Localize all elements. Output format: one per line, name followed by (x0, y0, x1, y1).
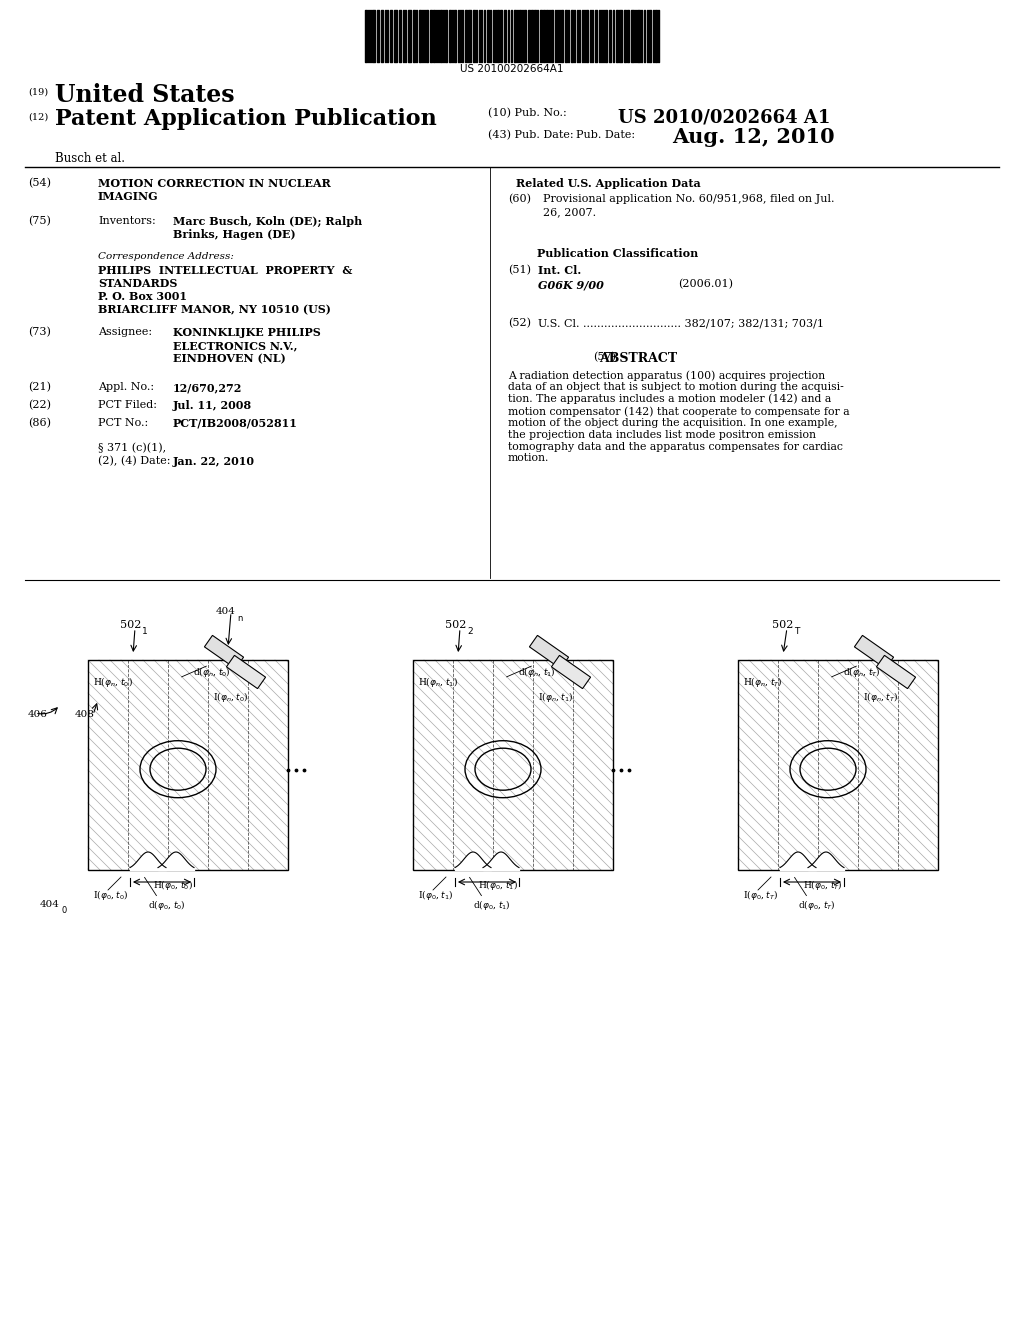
Text: A radiation detection apparatus (100) acquires projection
data of an object that: A radiation detection apparatus (100) ac… (508, 370, 850, 463)
Polygon shape (226, 655, 265, 689)
Text: (73): (73) (28, 327, 51, 338)
Text: H($\varphi_n$, $t_T$): H($\varphi_n$, $t_T$) (743, 675, 782, 689)
Text: Int. Cl.: Int. Cl. (538, 265, 582, 276)
Text: PHILIPS  INTELLECTUAL  PROPERTY  &: PHILIPS INTELLECTUAL PROPERTY & (98, 265, 352, 276)
Text: (22): (22) (28, 400, 51, 411)
Text: Aug. 12, 2010: Aug. 12, 2010 (672, 127, 835, 147)
Text: ABSTRACT: ABSTRACT (599, 352, 677, 366)
Text: (2006.01): (2006.01) (678, 279, 733, 289)
Text: Provisional application No. 60/951,968, filed on Jul.: Provisional application No. 60/951,968, … (543, 194, 835, 205)
Polygon shape (205, 635, 244, 669)
Text: I($\varphi_n$, $t_T$): I($\varphi_n$, $t_T$) (863, 690, 898, 704)
Text: (21): (21) (28, 381, 51, 392)
Text: (75): (75) (28, 216, 51, 226)
Text: Related U.S. Application Data: Related U.S. Application Data (516, 178, 700, 189)
Text: (10) Pub. No.:: (10) Pub. No.: (488, 108, 566, 119)
Text: H($\varphi_0$, $t_1$): H($\varphi_0$, $t_1$) (478, 878, 518, 892)
Text: T: T (794, 627, 800, 636)
Text: BRIARCLIFF MANOR, NY 10510 (US): BRIARCLIFF MANOR, NY 10510 (US) (98, 304, 331, 315)
Bar (88, 660, 288, 870)
Text: United States: United States (55, 83, 234, 107)
Text: 502: 502 (120, 620, 141, 630)
Text: (52): (52) (508, 318, 531, 329)
Text: PCT No.:: PCT No.: (98, 418, 148, 428)
Text: PCT Filed:: PCT Filed: (98, 400, 157, 411)
Text: Pub. Date:: Pub. Date: (575, 129, 635, 140)
Text: d($\varphi_0$, $t_T$): d($\varphi_0$, $t_T$) (798, 898, 836, 912)
Text: (2), (4) Date:: (2), (4) Date: (98, 455, 171, 466)
Polygon shape (551, 655, 591, 689)
Text: Jan. 22, 2010: Jan. 22, 2010 (173, 455, 255, 467)
Text: H($\varphi_0$, $t_0$): H($\varphi_0$, $t_0$) (153, 878, 193, 892)
Text: US 2010/0202664 A1: US 2010/0202664 A1 (618, 108, 830, 125)
Text: 1: 1 (142, 627, 147, 636)
Text: PCT/IB2008/052811: PCT/IB2008/052811 (173, 418, 298, 429)
Text: Assignee:: Assignee: (98, 327, 153, 337)
Text: (51): (51) (508, 265, 531, 276)
Text: d($\varphi_0$, $t_0$): d($\varphi_0$, $t_0$) (148, 898, 185, 912)
Text: H($\varphi_0$, $t_T$): H($\varphi_0$, $t_T$) (803, 878, 843, 892)
Bar (738, 660, 938, 870)
Text: Appl. No.:: Appl. No.: (98, 381, 155, 392)
Text: 2: 2 (467, 627, 473, 636)
Text: 404: 404 (40, 900, 59, 909)
Text: KONINKLIJKE PHILIPS: KONINKLIJKE PHILIPS (173, 327, 321, 338)
Text: I($\varphi_n$, $t_1$): I($\varphi_n$, $t_1$) (538, 690, 573, 704)
Polygon shape (877, 655, 915, 689)
Text: d($\varphi_n$, $t_T$): d($\varphi_n$, $t_T$) (843, 665, 881, 678)
Text: U.S. Cl. ............................ 382/107; 382/131; 703/1: U.S. Cl. ............................ 38… (538, 318, 824, 327)
Text: (57): (57) (593, 352, 615, 362)
Text: 406: 406 (28, 710, 48, 719)
Text: G06K 9/00: G06K 9/00 (538, 279, 604, 290)
Text: (12): (12) (28, 114, 48, 121)
Text: P. O. Box 3001: P. O. Box 3001 (98, 290, 187, 302)
Text: (19): (19) (28, 88, 48, 96)
Text: H($\varphi_n$, $t_0$): H($\varphi_n$, $t_0$) (93, 675, 133, 689)
Polygon shape (854, 635, 894, 669)
Text: MOTION CORRECTION IN NUCLEAR: MOTION CORRECTION IN NUCLEAR (98, 178, 331, 189)
Text: d($\varphi_0$, $t_1$): d($\varphi_0$, $t_1$) (473, 898, 511, 912)
Text: IMAGING: IMAGING (98, 191, 159, 202)
Text: H($\varphi_n$, $t_1$): H($\varphi_n$, $t_1$) (418, 675, 458, 689)
Text: ELECTRONICS N.V.,: ELECTRONICS N.V., (173, 341, 298, 351)
Text: 404: 404 (216, 607, 236, 616)
Text: 12/670,272: 12/670,272 (173, 381, 243, 393)
Text: (54): (54) (28, 178, 51, 189)
Polygon shape (529, 635, 568, 669)
Text: I($\varphi_n$, $t_0$): I($\varphi_n$, $t_0$) (213, 690, 249, 704)
Text: Inventors:: Inventors: (98, 216, 156, 226)
Text: (43) Pub. Date:: (43) Pub. Date: (488, 129, 573, 140)
Text: Publication Classification: Publication Classification (538, 248, 698, 259)
Text: 502: 502 (772, 620, 794, 630)
Text: Brinks, Hagen (DE): Brinks, Hagen (DE) (173, 228, 296, 240)
Text: d($\varphi_n$, $t_0$): d($\varphi_n$, $t_0$) (193, 665, 230, 678)
Text: (60): (60) (508, 194, 531, 205)
Text: (86): (86) (28, 418, 51, 428)
Text: n: n (237, 614, 243, 623)
Text: Jul. 11, 2008: Jul. 11, 2008 (173, 400, 252, 411)
Text: US 20100202664A1: US 20100202664A1 (460, 63, 564, 74)
Text: 26, 2007.: 26, 2007. (543, 207, 596, 216)
Text: 0: 0 (61, 906, 67, 915)
Text: d($\varphi_n$, $t_1$): d($\varphi_n$, $t_1$) (518, 665, 556, 678)
Text: 502: 502 (445, 620, 466, 630)
Text: § 371 (c)(1),: § 371 (c)(1), (98, 444, 166, 453)
Text: I($\varphi_0$, $t_1$): I($\varphi_0$, $t_1$) (418, 888, 454, 902)
Text: STANDARDS: STANDARDS (98, 279, 177, 289)
Text: Patent Application Publication: Patent Application Publication (55, 108, 437, 129)
Text: I($\varphi_0$, $t_T$): I($\varphi_0$, $t_T$) (743, 888, 778, 902)
Text: Busch et al.: Busch et al. (55, 152, 125, 165)
Text: Correspondence Address:: Correspondence Address: (98, 252, 233, 261)
Bar (413, 660, 613, 870)
Text: EINDHOVEN (NL): EINDHOVEN (NL) (173, 352, 286, 364)
Text: Marc Busch, Koln (DE); Ralph: Marc Busch, Koln (DE); Ralph (173, 216, 362, 227)
Text: 408: 408 (75, 710, 95, 719)
Text: I($\varphi_0$, $t_0$): I($\varphi_0$, $t_0$) (93, 888, 129, 902)
